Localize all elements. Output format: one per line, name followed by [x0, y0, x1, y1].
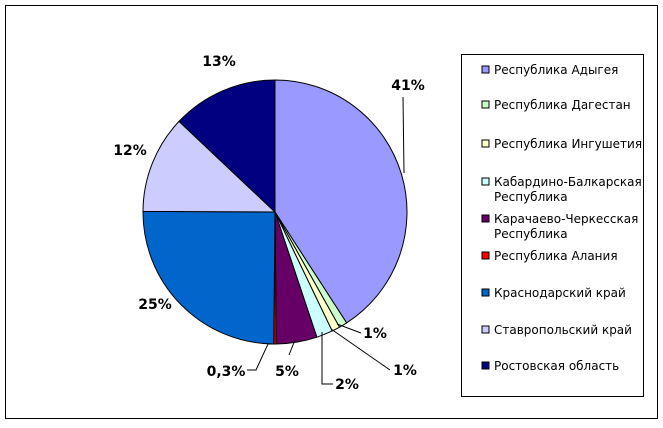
data-label: 12% — [113, 143, 147, 159]
legend-label: Республика Дагестан — [494, 98, 631, 112]
label-leader-line — [321, 332, 333, 385]
data-label: 41% — [391, 78, 425, 94]
legend-label: Кабардино-Балкарская — [494, 175, 642, 189]
legend-swatch — [481, 100, 490, 109]
pie-slice — [178, 79, 276, 214]
legend-swatch — [481, 139, 490, 148]
pie-slice — [142, 210, 276, 345]
data-label: 2% — [335, 377, 359, 393]
data-label: 0,3% — [207, 364, 246, 380]
legend-swatch — [481, 361, 490, 370]
legend: Республика Адыгея Республика Дагестан Респ… — [461, 54, 644, 397]
data-label: 1% — [393, 363, 417, 379]
label-leader-line — [247, 343, 274, 371]
legend-label: Ставропольский край — [494, 323, 632, 337]
legend-label: Республика Адыгея — [494, 63, 618, 77]
legend-swatch — [481, 288, 490, 297]
data-label: 1% — [363, 326, 387, 342]
legend-label: Республика Ингушетия — [494, 137, 642, 151]
pie-slice — [142, 120, 277, 213]
data-label: 25% — [138, 297, 172, 313]
legend-swatch — [481, 214, 490, 223]
label-leader-line — [288, 339, 296, 356]
legend-swatch — [481, 325, 490, 334]
label-leader-line — [330, 328, 391, 371]
legend-label: Республика — [494, 227, 568, 241]
legend-label: Карачаево-Черкесская — [494, 212, 638, 226]
legend-label: Республика Алания — [494, 249, 618, 263]
legend-swatch — [481, 65, 490, 74]
data-label: 13% — [202, 54, 236, 70]
pie-slice — [274, 79, 408, 324]
legend-swatch — [481, 177, 490, 186]
data-labels: 41% 1% 1% 2% 5% 0,3% 25% 12% 13% — [113, 54, 425, 393]
legend-label: Краснодарский край — [494, 286, 626, 300]
legend-label: Ростовская область — [494, 359, 619, 373]
legend-label: Республика — [494, 190, 568, 204]
data-label: 5% — [275, 364, 299, 380]
legend-swatch — [481, 251, 490, 260]
label-leader-line — [402, 96, 405, 174]
label-leader-line — [336, 323, 362, 334]
legend-box — [461, 54, 644, 397]
pie-slices — [142, 79, 408, 345]
